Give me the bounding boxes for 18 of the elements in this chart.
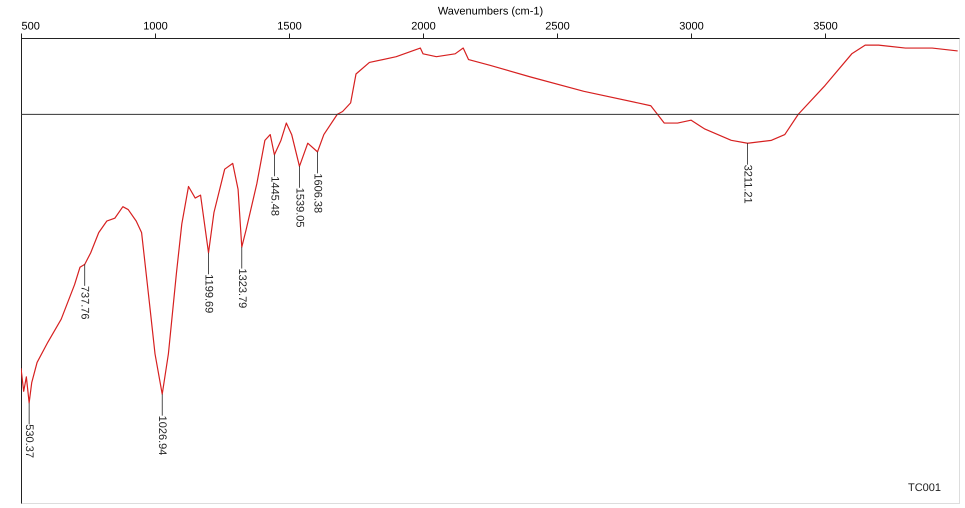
x-tick-label: 1500	[277, 20, 302, 32]
annotation: 1323.79	[236, 268, 248, 308]
x-tick-label: 3500	[813, 20, 838, 32]
annotation: 3211.21	[742, 164, 754, 204]
text: TC001	[908, 482, 941, 494]
annotation: 530.37	[23, 424, 36, 458]
annotation: 1026.94	[156, 416, 168, 456]
x-axis-title: Wavenumbers (cm-1)	[438, 6, 544, 18]
x-tick-label: 500	[22, 20, 40, 32]
x-tick-label: 1000	[143, 20, 168, 32]
x-tick-label: 3000	[679, 20, 704, 32]
x-tick-label: 2500	[545, 20, 570, 32]
annotation: 1199.69	[202, 274, 215, 314]
x-tick-label: 2000	[411, 20, 436, 32]
annotation: 1539.05	[293, 188, 306, 228]
annotation: 1606.38	[312, 173, 324, 214]
annotation: 737.76	[78, 286, 91, 320]
annotation: 1445.48	[268, 176, 280, 216]
